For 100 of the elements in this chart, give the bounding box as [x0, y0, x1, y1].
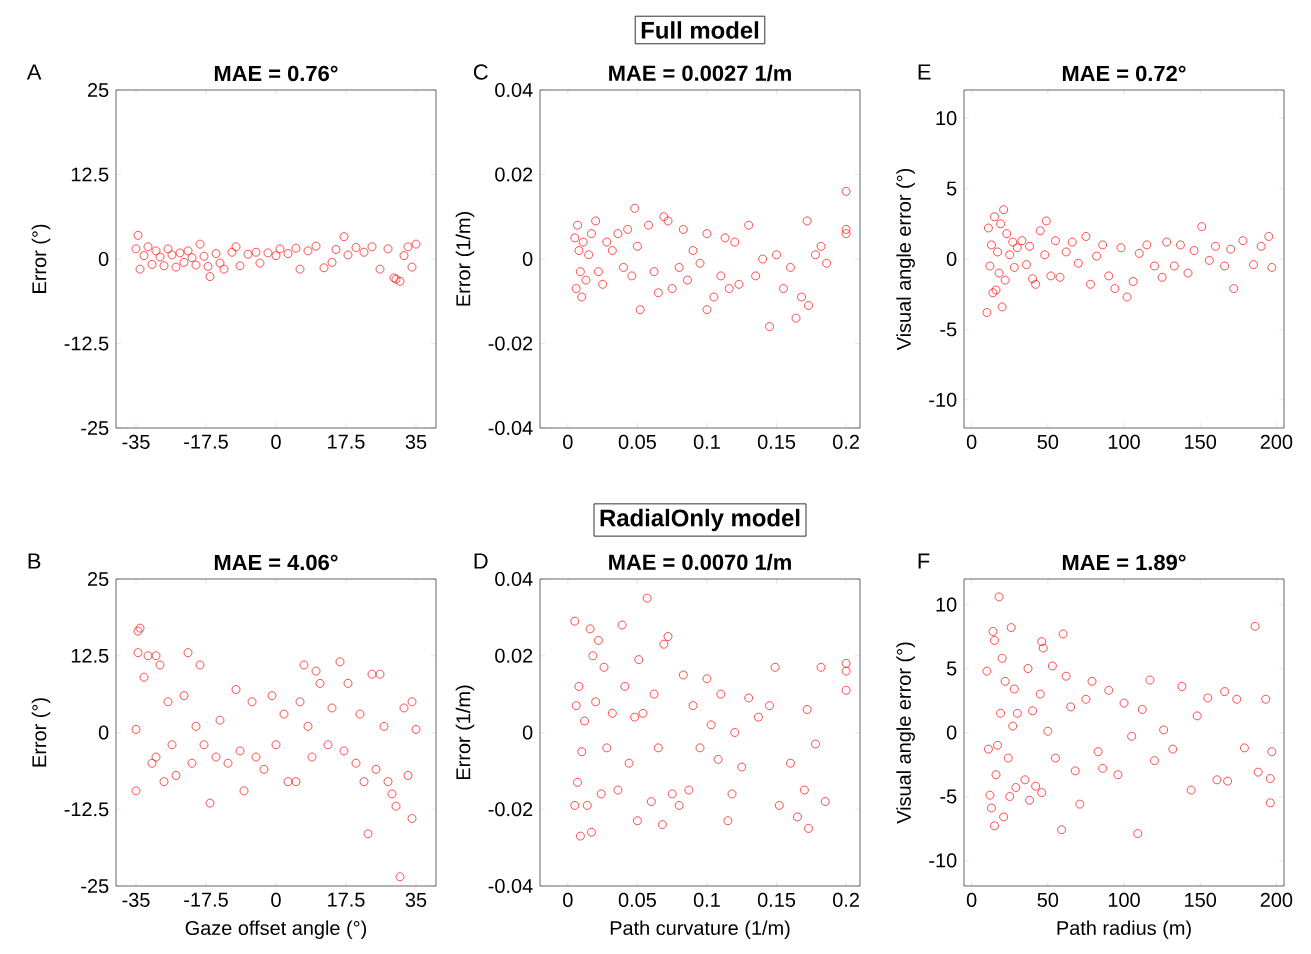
- x-tick-label: 0.05: [618, 434, 656, 449]
- x-tick-label: -35: [122, 434, 150, 449]
- point: [623, 225, 633, 234]
- point: [804, 301, 813, 310]
- point: [227, 247, 237, 257]
- point: [816, 241, 826, 251]
- point: [255, 258, 265, 268]
- text: A: [26, 64, 42, 80]
- x-tick-label: 0.05: [618, 892, 656, 907]
- y-axis-title: Error (°): [31, 224, 51, 293]
- y-tick-label: 0.02: [495, 167, 533, 182]
- point: [147, 260, 157, 269]
- y-axis-title: Error (1/m): [455, 212, 475, 306]
- x-tick-label: 0: [563, 434, 573, 449]
- point: [635, 305, 645, 315]
- point: [716, 271, 726, 281]
- point: [591, 216, 601, 226]
- point: [772, 250, 781, 260]
- point: [203, 262, 213, 271]
- point: [211, 249, 221, 258]
- point: [263, 248, 273, 258]
- point: [367, 242, 377, 252]
- point: [667, 284, 677, 293]
- chart-title: MAE = 1.89°: [1062, 554, 1186, 571]
- point: [577, 292, 587, 302]
- point: [199, 251, 209, 261]
- point: [683, 275, 692, 285]
- point: [702, 229, 712, 238]
- x-tick-label: 200: [1260, 434, 1293, 449]
- x-tick-label: 0.2: [833, 892, 859, 907]
- y-tick-label: 12.5: [71, 648, 109, 663]
- point: [709, 292, 719, 302]
- y-tick-label: 0.02: [495, 648, 533, 663]
- x-tick-label: 0.1: [693, 434, 720, 449]
- point: [841, 225, 851, 234]
- y-tick-label: -0.04: [488, 878, 533, 894]
- point: [407, 262, 417, 272]
- point: [797, 292, 806, 302]
- point: [375, 264, 385, 274]
- y-axis-title: Error (1/m): [455, 685, 475, 779]
- x-tick-label: 0.15: [757, 434, 796, 449]
- point: [205, 272, 215, 281]
- point: [295, 264, 305, 274]
- point: [291, 243, 301, 253]
- point: [171, 262, 181, 272]
- x-tick-label: 35: [405, 434, 427, 449]
- point: [779, 284, 788, 293]
- y-tick-label: -0.02: [488, 336, 533, 351]
- x-tick-label: 150: [1185, 434, 1217, 449]
- x-tick-label: 150: [1185, 892, 1217, 907]
- point: [765, 322, 774, 331]
- x-tick-label: 0: [563, 892, 573, 907]
- point: [594, 267, 603, 277]
- point: [311, 241, 321, 251]
- point: [283, 249, 293, 258]
- point: [570, 233, 580, 243]
- point: [135, 264, 145, 274]
- point: [339, 232, 349, 242]
- x-tick-label: 0: [271, 892, 281, 907]
- x-tick-label: 0: [966, 434, 977, 449]
- point: [331, 245, 341, 254]
- point: [619, 263, 628, 272]
- y-tick-label: 25: [88, 571, 109, 587]
- point: [395, 276, 405, 286]
- y-tick-label: -10: [929, 392, 957, 407]
- point: [275, 244, 285, 254]
- point: [163, 244, 173, 254]
- text: Full model: [641, 21, 759, 39]
- point: [841, 229, 851, 238]
- y-tick-label: 0: [522, 725, 533, 740]
- point: [578, 237, 588, 247]
- x-tick-label: 0: [271, 434, 281, 449]
- y-tick-label: -10: [929, 853, 957, 868]
- point: [351, 243, 361, 252]
- point: [734, 279, 744, 289]
- x-tick-label: 50: [1037, 892, 1059, 907]
- y-tick-label: -25: [81, 420, 109, 436]
- point: [608, 246, 617, 255]
- point: [571, 284, 581, 293]
- point: [576, 267, 585, 277]
- point: [598, 279, 607, 289]
- point: [133, 230, 143, 240]
- x-tick-label: -17.5: [184, 892, 228, 907]
- point: [271, 251, 281, 260]
- point: [724, 284, 734, 293]
- x-tick-label: 17.5: [328, 434, 365, 449]
- y-tick-label: 5: [946, 661, 957, 676]
- point: [343, 250, 353, 260]
- point: [303, 246, 313, 256]
- point: [574, 246, 584, 255]
- y-tick-label: -0.02: [488, 802, 533, 817]
- y-tick-label: 0: [946, 725, 957, 740]
- y-tick-label: -5: [940, 322, 957, 337]
- x-tick-label: -17.5: [184, 434, 228, 449]
- text: B: [28, 553, 41, 569]
- point: [822, 258, 831, 268]
- text: C: [473, 64, 488, 80]
- point: [695, 258, 705, 268]
- point: [403, 242, 413, 252]
- x-tick-label: -35: [122, 892, 150, 907]
